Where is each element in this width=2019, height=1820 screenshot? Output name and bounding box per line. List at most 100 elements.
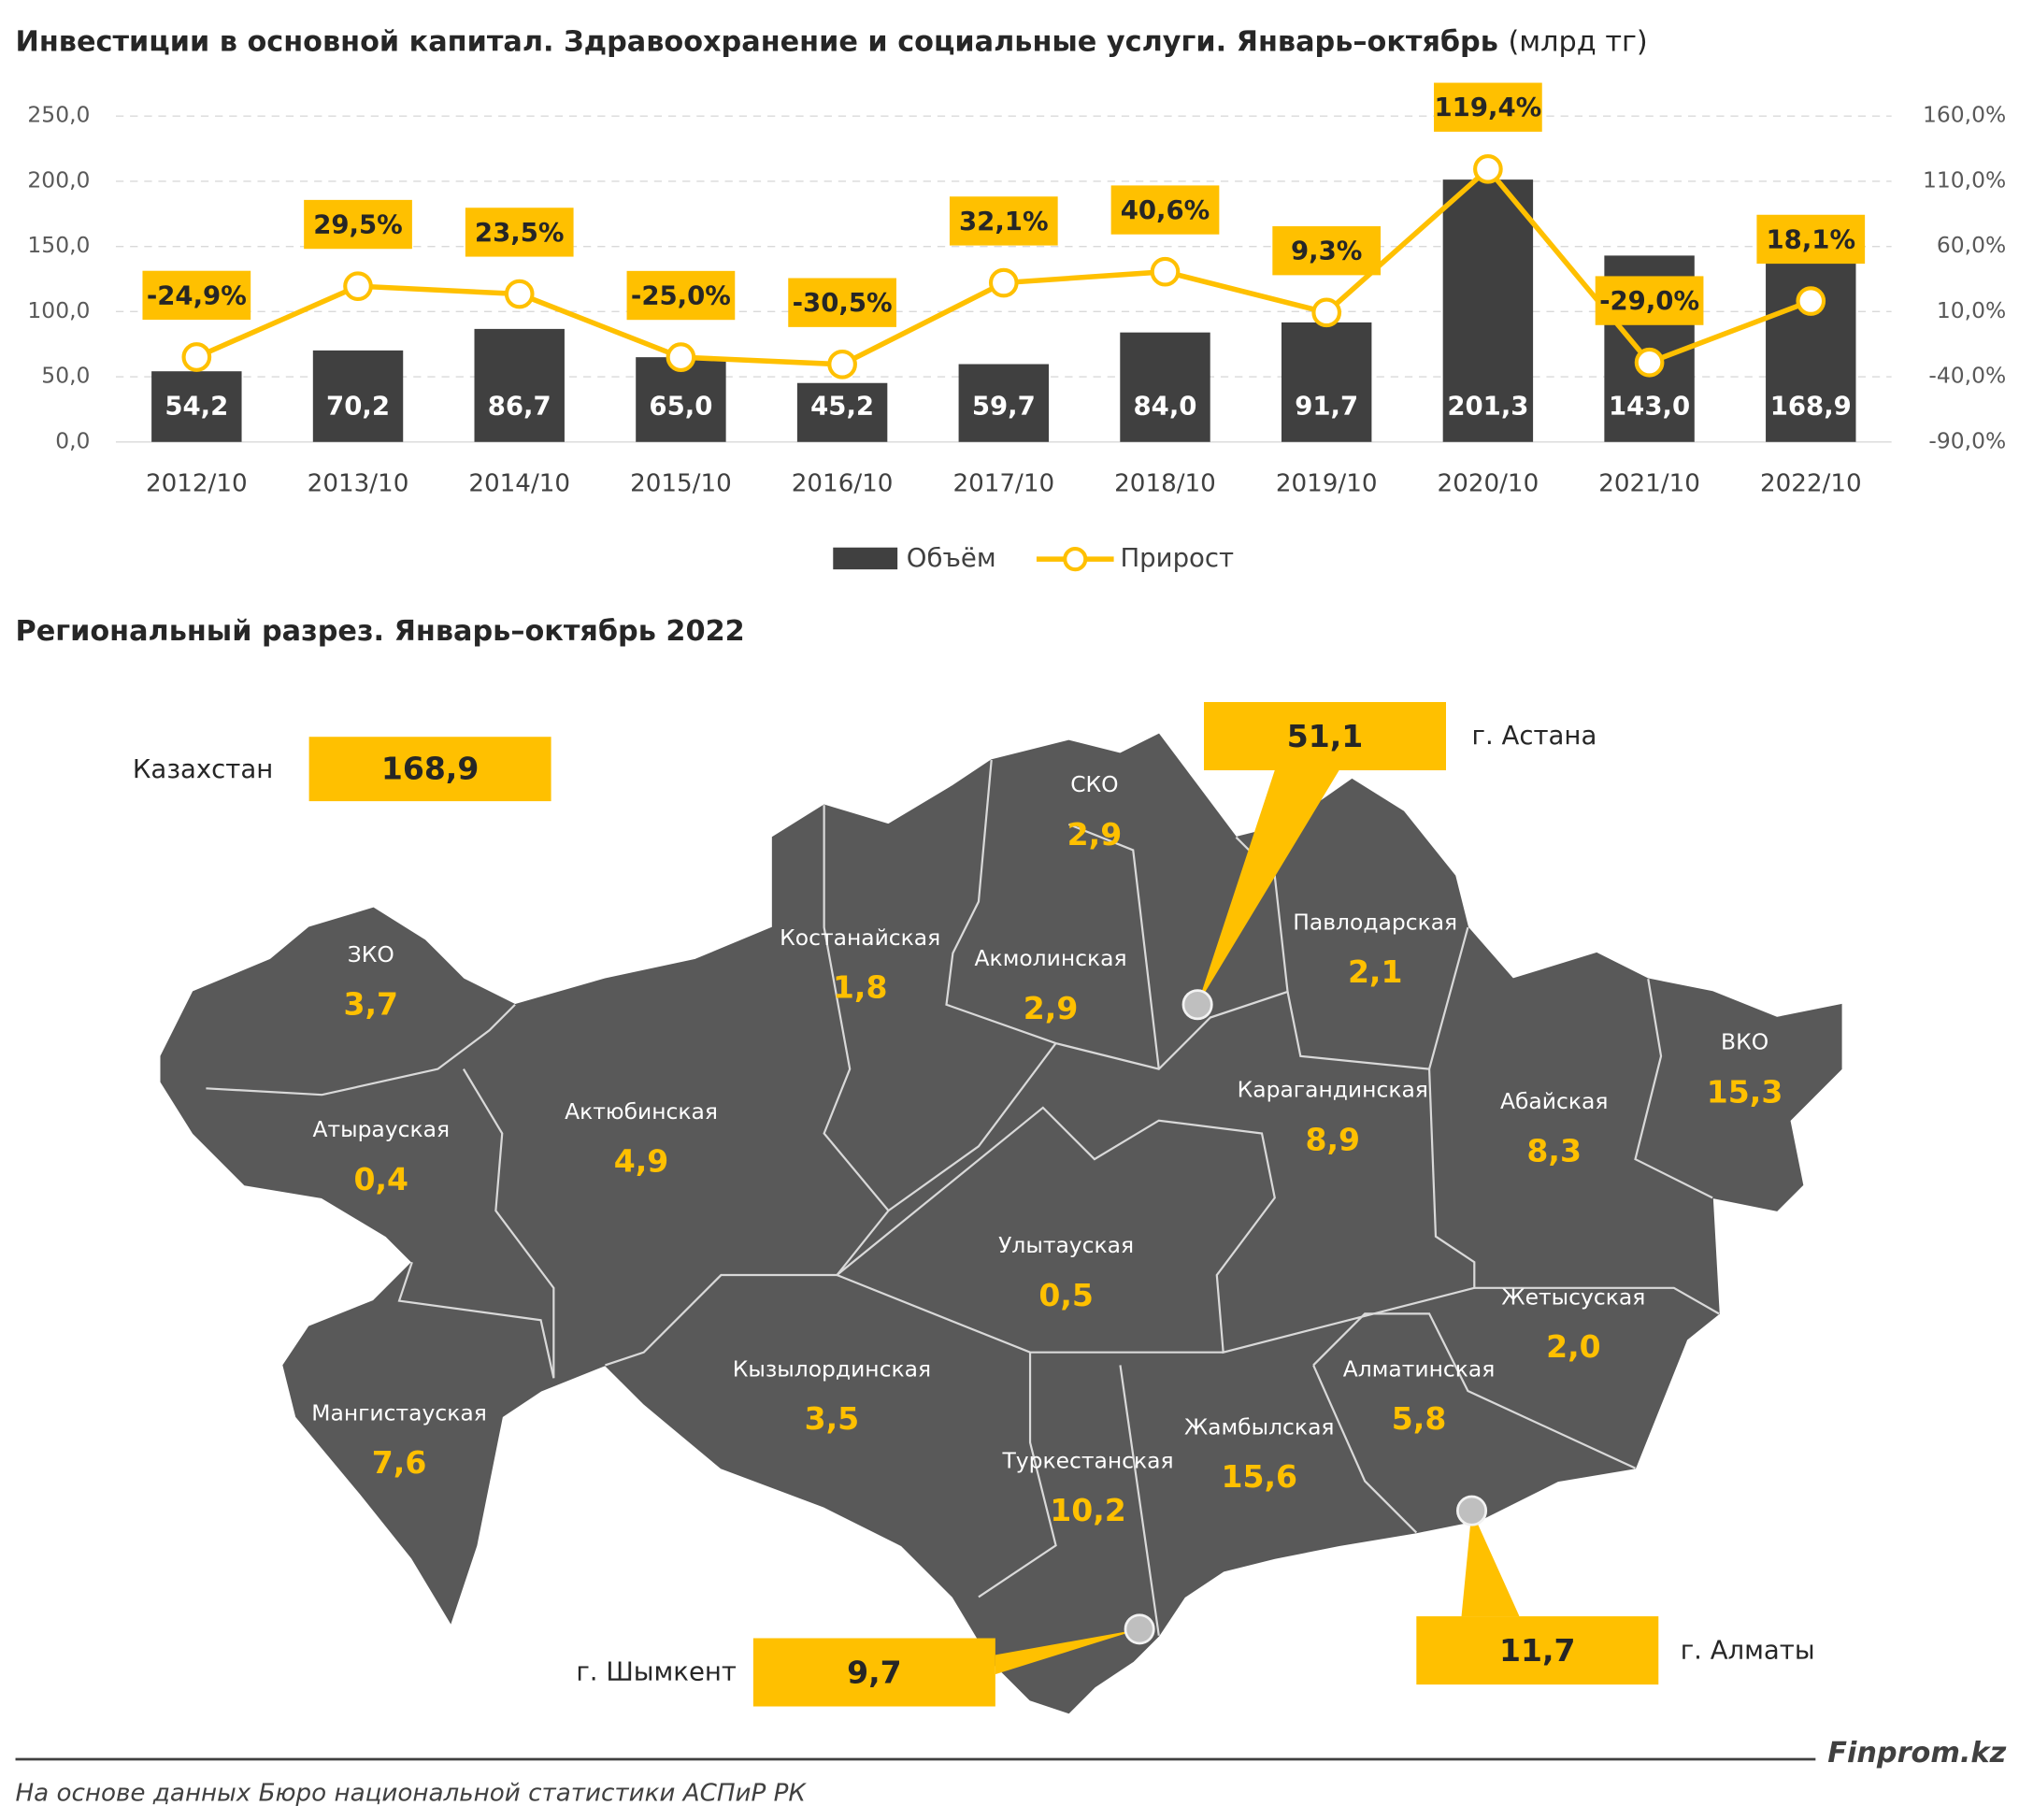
line-label: 32,1% [959, 207, 1049, 236]
y-tick-label: 200,0 [27, 166, 90, 193]
legend-marker [1063, 547, 1088, 572]
line-point [666, 342, 696, 372]
line-label: -24,9% [147, 280, 247, 310]
line-label-box [465, 208, 574, 257]
bar-label: 168,9 [1770, 392, 1852, 422]
chart-title: Инвестиции в основной капитал. Здравоохр… [16, 25, 1648, 58]
bar [151, 371, 242, 442]
total-box [308, 737, 551, 802]
city-box [1204, 702, 1446, 771]
bar-label: 201,3 [1447, 392, 1528, 422]
region-value: 15,6 [1221, 1458, 1297, 1495]
city-dot [1181, 989, 1213, 1021]
line-label: -25,0% [631, 280, 731, 310]
region-value: 2,9 [1067, 816, 1123, 853]
total-value: 168,9 [381, 751, 480, 787]
line-label: -30,5% [793, 288, 893, 318]
line-point [504, 279, 535, 309]
bar [796, 382, 888, 442]
x-tick-label: 2018/10 [1114, 470, 1216, 498]
region-name: Павлодарская [1293, 909, 1457, 935]
line-point [1796, 286, 1826, 316]
region-value: 5,8 [1392, 1400, 1447, 1437]
y-tick-label: 50,0 [41, 363, 90, 389]
title: Инвестиции в основной капитал. Здравоохр… [16, 25, 1498, 58]
line-label-box [304, 199, 412, 250]
x-tick-label: 2022/10 [1760, 470, 1862, 498]
region-name: Костанайская [780, 924, 940, 951]
region-name: Атырауская [312, 1116, 450, 1142]
legend-swatch [833, 547, 898, 570]
x-tick-label: 2020/10 [1438, 470, 1539, 498]
line-label: 9,3% [1291, 236, 1362, 266]
region-name: Туркестанская [1001, 1447, 1173, 1473]
line-point [988, 267, 1019, 298]
region-value: 0,5 [1038, 1277, 1094, 1313]
region-name: Жамбылская [1184, 1413, 1335, 1440]
x-tick-label: 2019/10 [1276, 470, 1378, 498]
city-value: 9,7 [847, 1655, 902, 1691]
y-tick-label: 100,0 [27, 297, 90, 323]
region-name: ВКО [1721, 1029, 1768, 1055]
bar-label: 65,0 [649, 392, 712, 422]
region-value: 2,9 [1024, 990, 1079, 1026]
x-tick-label: 2014/10 [468, 470, 570, 498]
region-name: Актюбинская [565, 1098, 718, 1125]
y2-tick-label: 10,0% [1937, 297, 2006, 323]
region-value: 10,2 [1050, 1492, 1126, 1528]
city-name: г. Шымкент [576, 1657, 737, 1687]
x-tick-label: 2012/10 [146, 470, 248, 498]
city-value: 51,1 [1287, 718, 1364, 754]
region-value: 8,3 [1526, 1133, 1582, 1169]
region-value: 2,1 [1348, 953, 1403, 990]
legend-label: Прирост [1120, 543, 1234, 573]
total-name: Казахстан [133, 754, 273, 784]
region-name: Карагандинская [1238, 1077, 1428, 1103]
region-name: Алматинская [1343, 1355, 1496, 1382]
bar [474, 328, 565, 442]
x-tick-label: 2016/10 [792, 470, 894, 498]
line-label-box [1595, 276, 1704, 325]
x-tick-label: 2017/10 [952, 470, 1054, 498]
callout-pointer [1197, 770, 1339, 1005]
line-label-box [1110, 185, 1220, 235]
unit: (млрд тг) [1508, 25, 1647, 58]
city-name: г. Астана [1472, 721, 1597, 751]
line-label: 23,5% [475, 218, 565, 248]
region-name: Улытауская [998, 1232, 1134, 1258]
region-value: 3,5 [805, 1400, 860, 1437]
region-name: Мангистауская [311, 1399, 486, 1426]
region-value: 0,4 [353, 1161, 408, 1197]
region-value: 15,3 [1707, 1073, 1783, 1110]
region-value: 7,6 [372, 1444, 427, 1481]
line-label-box [1756, 214, 1866, 265]
bar [1120, 332, 1210, 442]
bar-label: 54,2 [165, 392, 228, 422]
y2-tick-label: 60,0% [1937, 232, 2006, 258]
bar-label: 59,7 [972, 392, 1036, 422]
city-value: 11,7 [1499, 1632, 1576, 1669]
map-outline [160, 733, 1842, 1714]
x-tick-label: 2013/10 [308, 470, 409, 498]
line-label-box [626, 270, 736, 321]
line-label: 18,1% [1766, 224, 1855, 254]
line-label: 40,6% [1121, 195, 1210, 225]
y-tick-label: 250,0 [27, 102, 90, 128]
region-value: 1,8 [833, 969, 888, 1006]
city-dot [1124, 1613, 1155, 1645]
region-borders [206, 759, 1720, 1636]
line-label-box [1272, 226, 1382, 276]
region-name: ЗКО [348, 941, 394, 967]
line-point [827, 349, 857, 380]
bar-label: 45,2 [810, 392, 874, 422]
city-name: г. Алматы [1681, 1635, 1815, 1665]
bar [1281, 322, 1372, 442]
bar [958, 364, 1050, 442]
region-name: Жетысуская [1501, 1283, 1645, 1310]
region-value: 8,9 [1305, 1121, 1360, 1157]
bar-label: 143,0 [1609, 392, 1690, 422]
line-point [1634, 347, 1665, 378]
x-tick-label: 2021/10 [1598, 470, 1700, 498]
source: На основе данных Бюро национальной стати… [16, 1780, 808, 1808]
